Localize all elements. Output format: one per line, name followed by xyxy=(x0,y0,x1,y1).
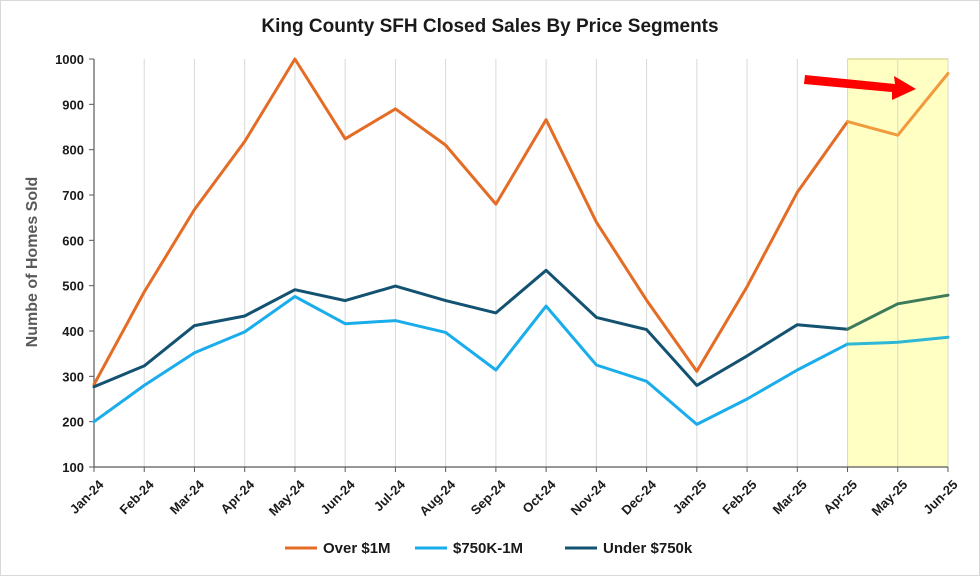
legend-item-under-750k: Under $750k xyxy=(565,540,693,557)
x-tick-label-may-25: May-25 xyxy=(869,477,911,519)
x-tick-label-oct-24: Oct-24 xyxy=(519,476,559,516)
series-line-highlighted-750k-1m xyxy=(846,335,950,346)
x-tick-label-mar-25: Mar-25 xyxy=(770,477,810,517)
y-tick-label-900: 900 xyxy=(62,97,84,112)
y-tick-label-600: 600 xyxy=(62,233,84,248)
y-tick-label-1000: 1000 xyxy=(55,52,84,67)
legend-label-over-1m: Over $1M xyxy=(323,540,391,557)
series-line-highlighted-under-750k xyxy=(846,293,950,331)
grid-lines xyxy=(143,59,949,467)
axes xyxy=(89,58,949,472)
x-tick-label-jul-24: Jul-24 xyxy=(371,476,409,514)
x-tick-label-apr-24: Apr-24 xyxy=(218,476,258,516)
y-axis-label: Numbe of Homes Sold xyxy=(24,177,41,348)
y-tick-label-500: 500 xyxy=(62,279,84,294)
y-tick-label-100: 100 xyxy=(62,460,84,475)
chart-title: King County SFH Closed Sales By Price Se… xyxy=(261,16,718,37)
x-tick-label-may-24: May-24 xyxy=(266,476,308,518)
x-tick-label-jun-25: Jun-25 xyxy=(920,477,960,517)
y-tick-label-700: 700 xyxy=(62,188,84,203)
series-line-over-1m xyxy=(92,57,849,386)
x-tick-label-jan-25: Jan-25 xyxy=(670,477,710,517)
legend-label-under-750k: Under $750k xyxy=(603,540,693,557)
x-tick-label-jan-24: Jan-24 xyxy=(67,476,107,516)
x-tick-label-feb-24: Feb-24 xyxy=(117,476,158,517)
x-tick-label-dec-24: Dec-24 xyxy=(618,476,659,517)
x-tick-label-aug-24: Aug-24 xyxy=(416,476,458,518)
x-tick-label-sep-24: Sep-24 xyxy=(468,476,509,517)
x-tick-label-mar-24: Mar-24 xyxy=(167,476,208,517)
y-tick-label-400: 400 xyxy=(62,324,84,339)
legend: Over $1M $750K-1M Under $750k xyxy=(285,540,693,557)
series-line-750k-1m xyxy=(92,295,849,426)
annotation xyxy=(804,75,916,100)
series-lines xyxy=(92,57,950,426)
y-tick-labels: 100 200 300 400 500 600 700 800 900 1000 xyxy=(55,52,84,475)
x-tick-label-nov-24: Nov-24 xyxy=(568,476,610,518)
series-line-highlighted-over-1m xyxy=(846,72,950,137)
annotation-arrow xyxy=(804,75,916,100)
x-tick-label-feb-25: Feb-25 xyxy=(719,477,759,517)
series-line-under-750k xyxy=(92,268,849,389)
x-tick-label-jun-24: Jun-24 xyxy=(317,476,358,517)
y-tick-label-800: 800 xyxy=(62,143,84,158)
legend-item-750k-1m: $750K-1M xyxy=(415,540,523,557)
legend-item-over-1m: Over $1M xyxy=(285,540,391,557)
y-tick-label-300: 300 xyxy=(62,369,84,384)
y-tick-label-200: 200 xyxy=(62,415,84,430)
x-tick-label-apr-25: Apr-25 xyxy=(820,477,860,517)
x-tick-labels: Jan-24 Feb-24 Mar-24 Apr-24 May-24 Jun-24 Jul-… xyxy=(67,476,961,518)
legend-label-750k-1m: $750K-1M xyxy=(453,540,523,557)
